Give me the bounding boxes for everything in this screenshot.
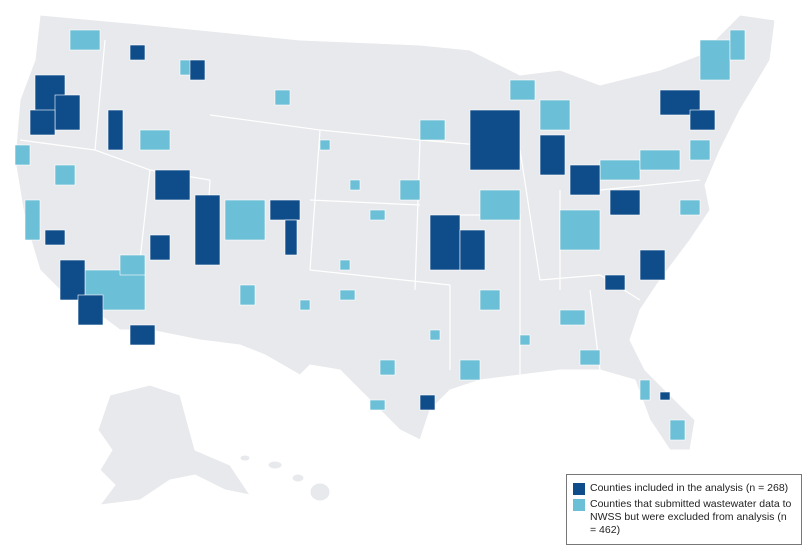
county <box>429 329 441 341</box>
county <box>379 359 396 376</box>
county <box>24 199 41 241</box>
county <box>604 274 626 291</box>
county <box>419 119 446 141</box>
county <box>559 209 601 251</box>
lower-48 <box>14 14 776 451</box>
counties <box>14 29 746 441</box>
alaska <box>97 384 252 506</box>
county <box>429 214 461 271</box>
county <box>154 169 191 201</box>
county <box>369 209 386 221</box>
county <box>579 349 601 366</box>
county <box>459 359 481 381</box>
county <box>669 419 686 441</box>
county <box>399 179 421 201</box>
county <box>639 379 651 401</box>
hawaii <box>239 454 251 462</box>
county <box>659 391 671 401</box>
county <box>269 199 301 221</box>
county <box>149 234 171 261</box>
county <box>569 164 601 196</box>
county <box>609 189 641 216</box>
county <box>194 194 221 266</box>
hawaii <box>291 473 305 483</box>
legend-swatch <box>573 483 585 495</box>
county <box>349 179 361 191</box>
county <box>729 29 746 61</box>
hawaii <box>267 460 283 470</box>
county <box>319 139 331 151</box>
county <box>699 39 731 81</box>
county <box>129 324 156 346</box>
county <box>107 109 124 151</box>
legend-item: Counties included in the analysis (n = 2… <box>573 482 795 495</box>
county <box>509 79 536 101</box>
county <box>44 229 66 246</box>
county <box>539 99 571 131</box>
county <box>459 229 486 271</box>
county <box>69 29 101 51</box>
county <box>54 164 76 186</box>
county <box>469 109 521 171</box>
county <box>339 289 356 301</box>
county <box>689 109 716 131</box>
county <box>284 219 298 256</box>
county <box>189 59 206 81</box>
county <box>599 159 641 181</box>
county <box>14 144 31 166</box>
legend-swatch <box>573 499 585 511</box>
county <box>299 299 311 311</box>
county <box>339 259 351 271</box>
county <box>419 394 436 411</box>
county <box>59 259 86 301</box>
county <box>224 199 266 241</box>
legend-label: Counties included in the analysis (n = 2… <box>590 482 789 494</box>
county <box>77 294 104 326</box>
county <box>239 284 256 306</box>
county <box>479 189 521 221</box>
county <box>689 139 711 161</box>
hawaii <box>309 482 331 502</box>
county <box>54 94 81 131</box>
county <box>129 44 146 61</box>
county <box>119 254 146 276</box>
county <box>139 129 171 151</box>
county <box>29 109 56 136</box>
legend-label: Counties that submitted wastewater data … <box>590 498 792 536</box>
county <box>274 89 291 106</box>
county <box>539 134 566 176</box>
county <box>519 334 531 346</box>
county <box>369 399 386 411</box>
county <box>479 289 501 311</box>
county <box>639 149 681 171</box>
legend: Counties included in the analysis (n = 2… <box>566 474 802 545</box>
legend-item: Counties that submitted wastewater data … <box>573 498 795 537</box>
county <box>639 249 666 281</box>
county <box>679 199 701 216</box>
county <box>559 309 586 326</box>
